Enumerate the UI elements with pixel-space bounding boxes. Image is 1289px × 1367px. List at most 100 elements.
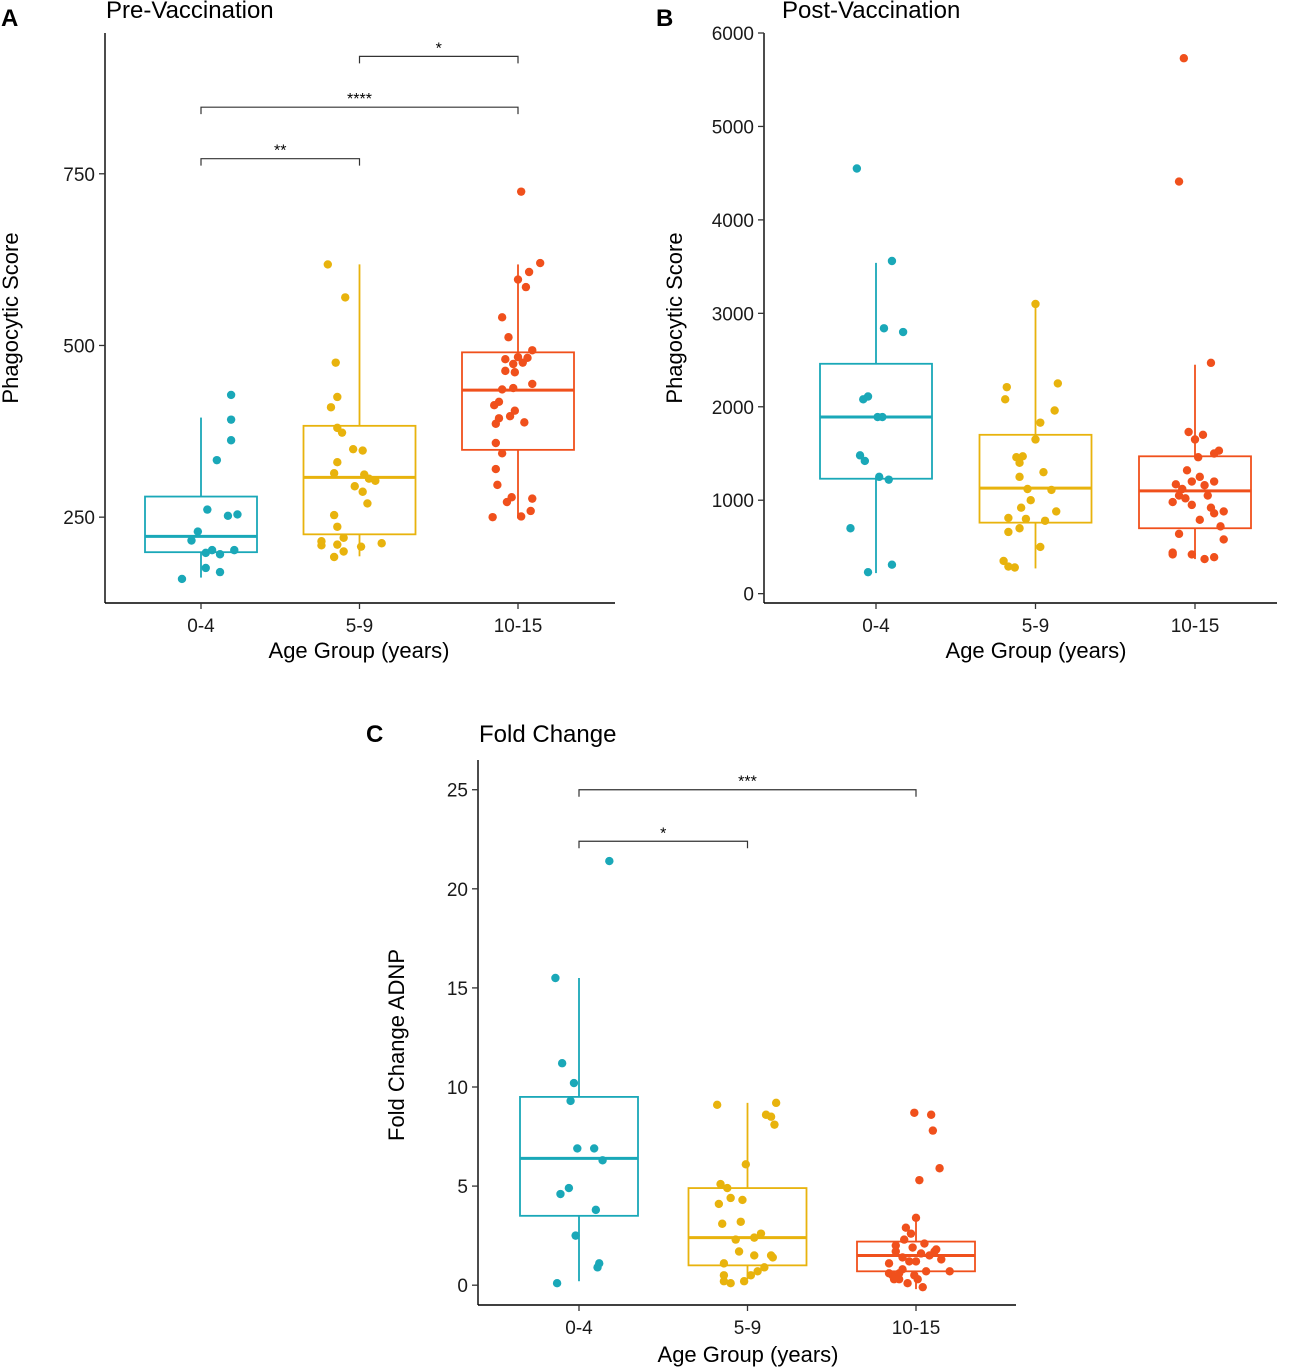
panel-b-data-point: [887, 256, 897, 266]
panel-c-x-axis-title: Age Group (years): [658, 1342, 839, 1367]
panel-b-data-point: [898, 327, 908, 337]
panel-b-data-point: [1203, 491, 1212, 500]
panel-b-data-point: [1036, 542, 1045, 552]
panel-c-data-point: [918, 1282, 927, 1292]
panel-c-data-point: [719, 1271, 729, 1280]
panel-c-y-tick-label: 15: [447, 979, 468, 1000]
panel-a-box-0-4: [144, 495, 258, 554]
panel-c-x-tick-label: 5-9: [734, 1318, 761, 1339]
panel-c-data-point: [552, 1279, 562, 1288]
panel-a-data-point: [339, 533, 348, 542]
panel-a-data-point: [223, 511, 233, 520]
panel-c-data-point: [593, 1263, 602, 1272]
panel-c-data-point: [566, 1096, 575, 1106]
panel-a-data-point: [329, 552, 339, 562]
panel-a-data-point: [333, 392, 342, 402]
panel-c-x-tick-label: 0-4: [565, 1318, 593, 1339]
panel-c-data-point: [766, 1112, 776, 1121]
panel-b-data-point: [1040, 516, 1050, 525]
panel-b-data-point: [1209, 553, 1219, 562]
panel-a-data-point: [215, 567, 225, 577]
panel-a-data-point: [337, 428, 347, 437]
panel-a-data-point: [326, 403, 336, 412]
panel-b-data-point: [1168, 497, 1177, 507]
panel-b-data-point: [1216, 522, 1225, 531]
panel-c-data-point: [571, 1231, 580, 1240]
panel-b-data-point: [1036, 418, 1045, 427]
panel-c-significance-bracket: [578, 840, 749, 849]
panel-c-data-point: [911, 1213, 921, 1223]
panel-c-data-point: [738, 1195, 747, 1205]
panel-a-data-point: [523, 353, 532, 363]
panel-b-data-point: [1053, 379, 1063, 388]
panel-b-data-point: [878, 412, 887, 422]
panel-b-y-tick-label: 2000: [712, 398, 754, 419]
panel-b-data-point: [1016, 503, 1026, 512]
panel-b-data-point: [1209, 477, 1219, 486]
panel-a-data-point: [494, 397, 504, 406]
panel-c-y-tick-label: 10: [447, 1078, 468, 1099]
panel-a-data-point: [513, 352, 523, 362]
panel-a-title: Pre-Vaccination: [106, 0, 274, 24]
panel-a-data-point: [509, 383, 518, 393]
panel-b-data-point: [1174, 491, 1184, 500]
panel-a-data-point: [226, 415, 236, 424]
panel-b-data-point: [1039, 467, 1048, 477]
panel-a-x-tick-label: 5-9: [346, 616, 373, 637]
panel-b-data-point: [1047, 485, 1056, 495]
panel-c-data-point: [906, 1229, 916, 1238]
panel-a-data-point: [203, 505, 212, 514]
panel-a-box-5-9: [302, 424, 417, 536]
panel-b-data-point: [1200, 481, 1209, 490]
panel-b-data-point: [1031, 299, 1040, 309]
panel-b-data-point: [1015, 472, 1024, 482]
panel-a-data-point: [520, 418, 529, 427]
panel-c-data-point: [921, 1267, 931, 1276]
panel-a-significance-label: *: [436, 40, 442, 57]
panel-b-data-point: [1000, 395, 1010, 404]
panel-b-data-point: [1004, 562, 1013, 571]
panel-b-data-point: [846, 524, 855, 533]
panel-b-data-point: [999, 556, 1008, 566]
panel-c-significance-bracket: [578, 789, 917, 797]
panel-a-letter: A: [1, 5, 18, 32]
panel-b-x-axis-title: Age Group (years): [946, 638, 1127, 663]
panel-c-y-axis-title: Fold Change ADNP: [384, 949, 409, 1141]
panel-b-data-point: [1021, 514, 1031, 524]
panel-b-data-point: [1187, 500, 1197, 510]
panel-b-data-point: [863, 392, 873, 401]
panel-b-data-point: [1178, 484, 1187, 494]
panel-c-title: Fold Change: [479, 721, 616, 748]
panel-b-data-point: [1174, 177, 1184, 186]
panel-b-data-point: [1015, 524, 1024, 533]
panel-c-data-point: [898, 1253, 907, 1262]
panel-c-data-point: [589, 1144, 599, 1153]
panel-b-data-point: [1023, 484, 1032, 494]
panel-b-data-point: [1195, 472, 1204, 482]
panel-c-data-point: [916, 1249, 926, 1258]
panel-a-data-point: [528, 494, 537, 503]
panel-c-data-point: [768, 1253, 777, 1262]
panel-a-data-point: [516, 512, 526, 521]
panel-a-data-point: [333, 458, 342, 467]
panel-b-data-point: [1187, 477, 1197, 486]
panel-a-data-point: [323, 260, 332, 269]
panel-a-data-point: [331, 358, 340, 367]
panel-a-data-point: [350, 482, 359, 491]
panel-a-data-point: [230, 545, 239, 555]
panel-a-data-point: [207, 545, 217, 555]
panel-c-data-point: [564, 1183, 574, 1193]
panel-a-data-point: [494, 414, 504, 423]
panel-a-data-point: [528, 346, 537, 355]
panel-b-x-tick-label: 10-15: [1171, 616, 1220, 637]
panel-c-data-point: [753, 1267, 762, 1276]
panel-c-data-point: [911, 1257, 921, 1266]
panel-c-y-tick-label: 25: [447, 781, 468, 802]
panel-a-data-point: [493, 480, 502, 490]
panel-b-data-point: [874, 472, 884, 482]
panel-c-data-point: [719, 1277, 729, 1286]
panel-c-y-tick-label: 5: [457, 1177, 468, 1198]
panel-c-data-point: [771, 1098, 781, 1108]
panel-a-significance-bracket: [200, 106, 519, 115]
panel-a-data-point: [504, 333, 513, 342]
